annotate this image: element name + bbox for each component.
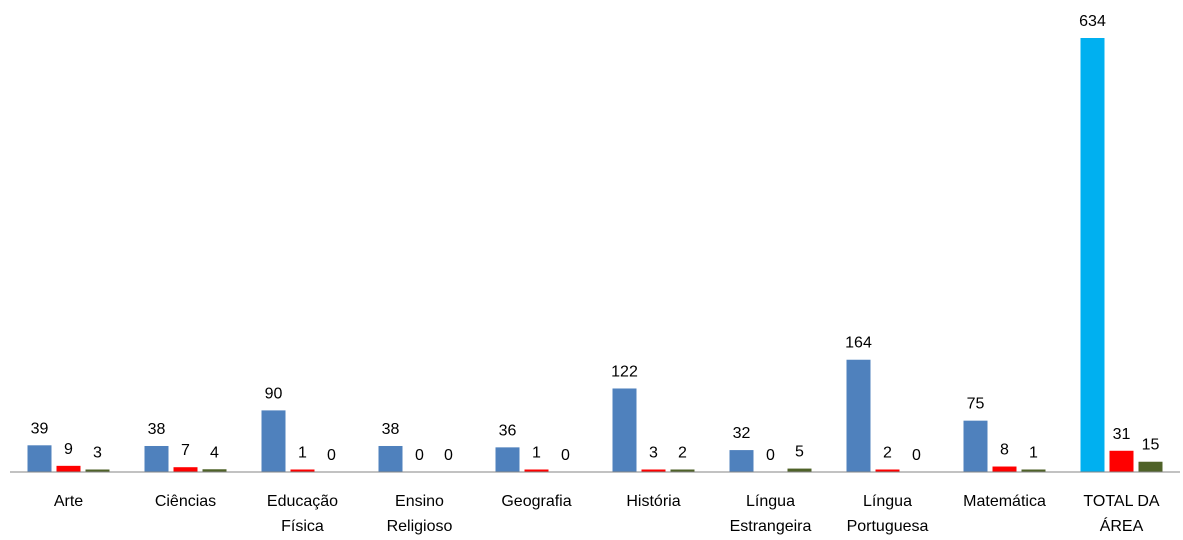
value-label-6-series-2: 3 bbox=[649, 445, 658, 462]
bar-10-series-3 bbox=[1138, 461, 1163, 472]
category-label-6: História bbox=[626, 493, 680, 510]
category-labels-layer: Arte Ciências Educação Física Ensino Religios… bbox=[54, 493, 1160, 535]
bar-9-series-2 bbox=[992, 466, 1017, 472]
category-label-5: Geografia bbox=[501, 493, 571, 510]
bar-2-series-1 bbox=[144, 445, 169, 472]
bar-9-series-1 bbox=[963, 420, 988, 472]
bar-1-series-1 bbox=[27, 445, 52, 472]
category-label-line: Geografia bbox=[501, 493, 571, 510]
value-label-10-series-1: 634 bbox=[1079, 13, 1106, 30]
value-label-5-series-2: 1 bbox=[532, 445, 541, 462]
bar-7-series-3 bbox=[787, 468, 812, 472]
category-label-10: TOTAL DA ÁREA bbox=[1083, 493, 1159, 535]
category-label-line: História bbox=[626, 493, 680, 510]
value-label-7-series-2: 0 bbox=[766, 447, 775, 464]
value-label-9-series-3: 1 bbox=[1029, 445, 1038, 462]
value-label-1-series-2: 9 bbox=[64, 441, 73, 458]
value-label-6-series-1: 122 bbox=[611, 363, 638, 380]
category-label-2: Ciências bbox=[155, 493, 216, 510]
category-label-line: ÁREA bbox=[1100, 516, 1144, 535]
value-label-7-series-1: 32 bbox=[733, 425, 751, 442]
category-label-8: Língua Portuguesa bbox=[847, 493, 929, 535]
value-label-2-series-3: 4 bbox=[210, 444, 219, 461]
bar-10-series-1 bbox=[1080, 38, 1105, 472]
bar-10-series-2 bbox=[1109, 450, 1134, 472]
value-label-9-series-2: 8 bbox=[1000, 442, 1009, 459]
value-label-4-series-1: 38 bbox=[382, 421, 400, 438]
bar-8-series-1 bbox=[846, 359, 871, 472]
category-label-line: Matemática bbox=[963, 493, 1046, 510]
category-label-line: Estrangeira bbox=[730, 518, 812, 535]
category-label-line: Ensino bbox=[395, 493, 444, 510]
bar-1-series-2 bbox=[56, 465, 81, 472]
value-label-8-series-1: 164 bbox=[845, 335, 872, 352]
value-label-7-series-3: 5 bbox=[795, 444, 804, 461]
bar-9-series-3 bbox=[1021, 469, 1046, 472]
bar-6-series-2 bbox=[641, 469, 666, 472]
category-label-9: Matemática bbox=[963, 493, 1046, 510]
value-label-5-series-3: 0 bbox=[561, 447, 570, 464]
value-label-1-series-1: 39 bbox=[31, 420, 49, 437]
value-label-10-series-2: 31 bbox=[1113, 426, 1131, 443]
category-label-line: Religioso bbox=[387, 518, 453, 535]
value-label-3-series-3: 0 bbox=[327, 447, 336, 464]
value-label-4-series-2: 0 bbox=[415, 447, 424, 464]
category-label-line: Ciências bbox=[155, 493, 216, 510]
bar-4-series-1 bbox=[378, 445, 403, 472]
category-label-line: Língua bbox=[746, 493, 795, 510]
bar-3-series-1 bbox=[261, 410, 286, 472]
value-label-2-series-2: 7 bbox=[181, 442, 190, 459]
category-label-4: Ensino Religioso bbox=[387, 493, 453, 535]
value-label-8-series-2: 2 bbox=[883, 445, 892, 462]
category-label-line: Língua bbox=[863, 493, 912, 510]
value-label-10-series-3: 15 bbox=[1142, 437, 1160, 454]
category-label-line: Arte bbox=[54, 493, 83, 510]
value-label-2-series-1: 38 bbox=[148, 421, 166, 438]
value-label-3-series-2: 1 bbox=[298, 445, 307, 462]
value-label-4-series-3: 0 bbox=[444, 447, 453, 464]
bar-1-series-3 bbox=[85, 469, 110, 472]
category-label-line: Física bbox=[281, 518, 324, 535]
value-label-3-series-1: 90 bbox=[265, 385, 283, 402]
value-label-9-series-1: 75 bbox=[967, 396, 985, 413]
category-label-line: TOTAL DA bbox=[1083, 493, 1159, 510]
category-label-3: Educação Física bbox=[267, 493, 338, 535]
category-label-7: Língua Estrangeira bbox=[730, 493, 812, 535]
category-label-line: Portuguesa bbox=[847, 518, 929, 535]
category-label-1: Arte bbox=[54, 493, 83, 510]
bar-5-series-1 bbox=[495, 447, 520, 472]
bar-6-series-3 bbox=[670, 469, 695, 472]
category-label-line: Educação bbox=[267, 493, 338, 510]
value-label-8-series-3: 0 bbox=[912, 447, 921, 464]
bar-2-series-3 bbox=[202, 469, 227, 472]
bar-3-series-2 bbox=[290, 469, 315, 472]
value-label-1-series-3: 3 bbox=[93, 445, 102, 462]
bar-7-series-1 bbox=[729, 450, 754, 472]
bar-5-series-2 bbox=[524, 469, 549, 472]
bars-layer bbox=[27, 38, 1163, 472]
bar-2-series-2 bbox=[173, 467, 198, 472]
value-label-6-series-3: 2 bbox=[678, 445, 687, 462]
bar-8-series-2 bbox=[875, 469, 900, 472]
value-label-5-series-1: 36 bbox=[499, 422, 517, 439]
bar-6-series-1 bbox=[612, 388, 637, 472]
